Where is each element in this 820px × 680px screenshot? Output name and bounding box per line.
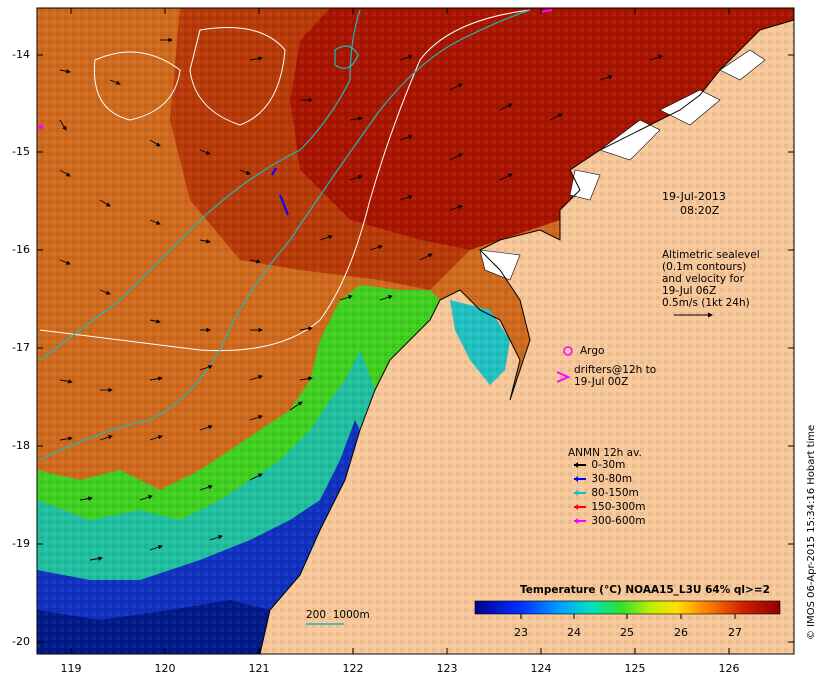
anmn-legend-item: 80-150m — [572, 487, 639, 501]
drifter-note-line: 19-Jul 00Z — [574, 376, 629, 388]
bathymetry-label: 200 1000m — [306, 609, 370, 621]
colorbar-tick: 25 — [620, 626, 634, 639]
map-date: 19-Jul-2013 — [662, 190, 726, 203]
altimetry-note-line: 0.5m/s (1kt 24h) — [662, 297, 750, 309]
lon-tick-label: 123 — [436, 662, 458, 675]
altimetry-note-line: 19-Jul 06Z — [662, 285, 717, 297]
lat-tick-label: -19 — [12, 537, 30, 550]
anmn-legend-label: 0-30m — [591, 459, 626, 471]
lat-tick-label: -14 — [12, 48, 30, 61]
anmn-legend-item: 0-30m — [572, 459, 625, 473]
colorbar-tick: 23 — [514, 626, 528, 639]
map-time: 08:20Z — [680, 204, 720, 217]
lat-tick-label: -15 — [12, 145, 30, 158]
anmn-legend-item: 300-600m — [572, 515, 645, 529]
lon-tick-label: 122 — [342, 662, 364, 675]
lat-tick-label: -20 — [12, 635, 30, 648]
anmn-legend-label: 30-80m — [591, 473, 633, 485]
lon-tick-label: 119 — [60, 662, 82, 675]
anmn-legend-item: 30-80m — [572, 473, 632, 487]
lat-tick-label: -16 — [12, 243, 30, 256]
anmn-legend-title: ANMN 12h av. — [568, 447, 642, 459]
anmn-legend-label: 300-600m — [591, 515, 646, 527]
lat-tick-label: -18 — [12, 439, 30, 452]
colorbar-title: Temperature (°C) NOAA15_L3U 64% ql>=2 — [520, 584, 770, 596]
argo-legend-marker — [563, 346, 573, 356]
drifter-note-line: drifters@12h to — [574, 364, 657, 376]
argo-float-marker — [38, 124, 44, 130]
altimetry-note-line: Altimetric sealevel — [662, 249, 760, 261]
anmn-legend-item: 150-300m — [572, 501, 645, 515]
lon-tick-label: 121 — [248, 662, 270, 675]
lon-tick-label: 120 — [154, 662, 176, 675]
lon-tick-label: 126 — [718, 662, 740, 675]
colorbar-tick: 27 — [728, 626, 742, 639]
anmn-legend-label: 80-150m — [591, 487, 639, 499]
imos-credit: © IMOS 06-Apr-2015 15:34:16 Hobart time — [806, 424, 817, 640]
drifter-legend-marker — [556, 371, 571, 383]
lon-tick-label: 124 — [530, 662, 552, 675]
argo-label: Argo — [580, 345, 605, 357]
anmn-mooring-arrows — [271, 9, 553, 216]
colorbar-tick: 26 — [674, 626, 688, 639]
velocity-arrows — [59, 37, 663, 561]
altimetry-note-line: and velocity for — [662, 273, 744, 285]
anmn-legend-label: 150-300m — [591, 501, 646, 513]
altimetry-note-line: (0.1m contours) — [662, 261, 747, 273]
colorbar-tick: 24 — [567, 626, 581, 639]
lon-tick-label: 125 — [624, 662, 646, 675]
lat-tick-label: -17 — [12, 341, 30, 354]
colorbar — [474, 600, 781, 615]
